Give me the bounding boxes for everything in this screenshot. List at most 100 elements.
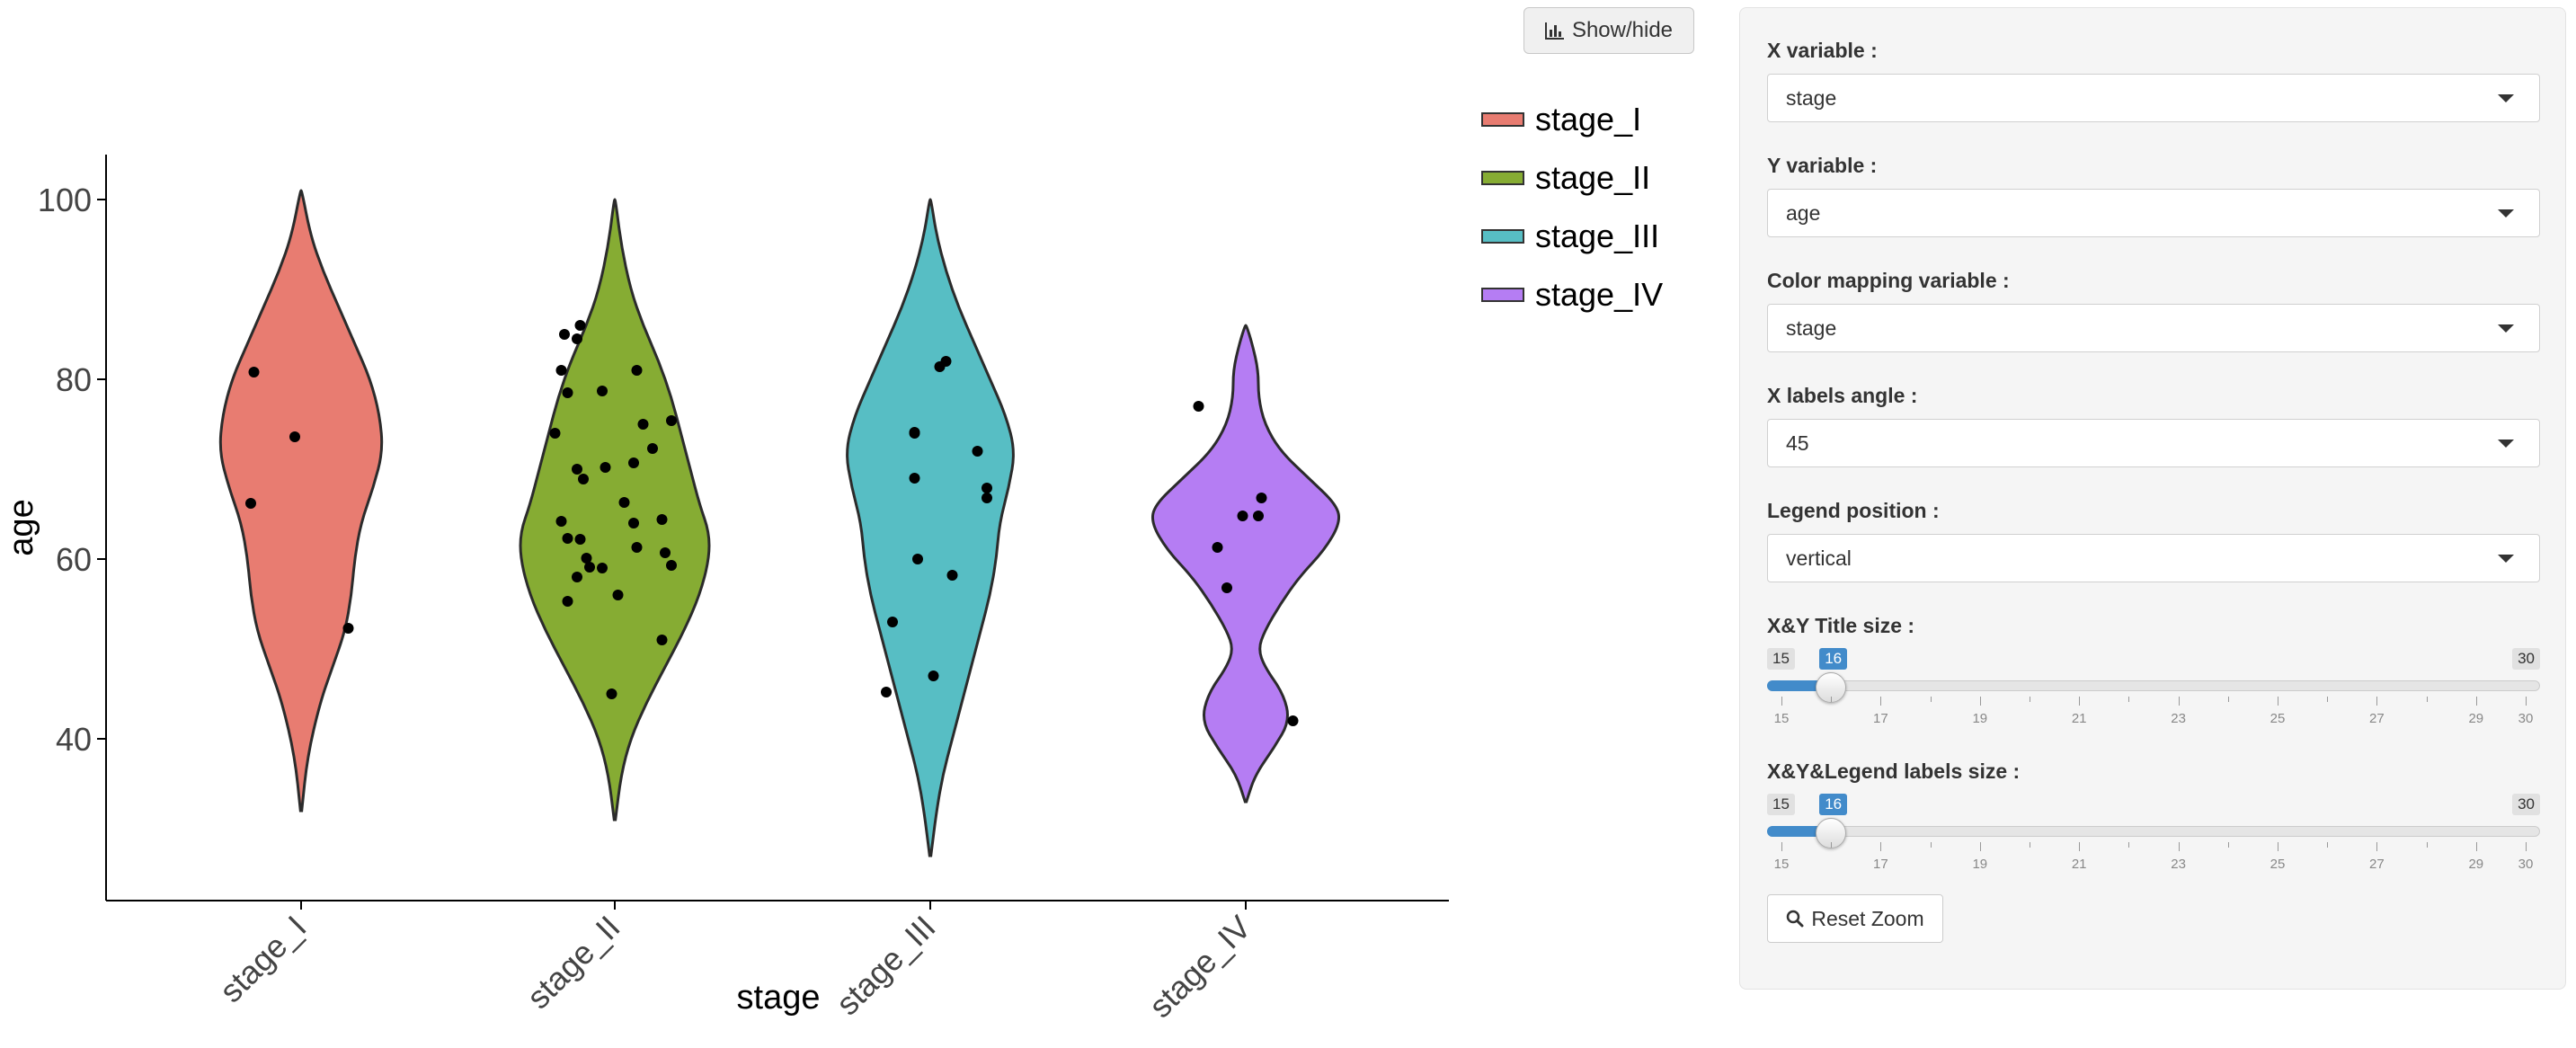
slider-tick [1979,842,1981,851]
violins-layer [218,189,1341,857]
data-point [572,333,582,344]
y-variable-label: Y variable : [1767,154,1878,177]
title-size-slider[interactable]: 15 30 16 15 17 19 21 23 25 27 29 30 [1767,648,2540,729]
data-point [881,687,892,697]
caret-down-icon [2498,209,2514,218]
slider-tick [1930,697,1932,702]
data-point [581,553,592,564]
data-point [289,431,300,442]
data-point [1221,582,1232,593]
slider-tick-label: 17 [1873,711,1888,726]
color-mapping-value: stage [1786,315,1837,340]
slider-tick-label: 30 [2518,711,2534,726]
slider-tick-label: 15 [1773,711,1790,726]
data-point [342,623,354,634]
slider-tick-label: 25 [2270,711,2286,726]
slider-tick [2475,842,2477,851]
y-ticks: 40 60 80 100 [38,182,106,758]
data-point [1237,511,1248,521]
title-size-label: X&Y Title size : [1767,614,1915,637]
legend-item-stage-iv: stage_IV [1481,265,1663,324]
data-point [578,474,589,484]
reset-zoom-button[interactable]: Reset Zoom [1767,894,1943,943]
show-hide-label: Show/hide [1571,18,1674,42]
data-point [628,457,639,468]
y-variable-value: age [1786,200,1821,225]
slider-tick [2526,842,2527,851]
legend-position-label: Legend position : [1767,499,1940,522]
slider-track [1767,826,2540,837]
data-point [656,514,668,525]
x-tick-label: stage_II [520,909,627,1017]
x-tick-label: stage_I [212,909,313,1009]
slider-tick [2079,842,2081,851]
slider-tick [2079,697,2081,706]
caret-down-icon [2498,440,2514,448]
legend-position-select[interactable]: vertical [1767,534,2540,582]
data-point [555,365,567,376]
slider-fill [1767,680,1832,691]
data-point [666,415,677,426]
labels-size-control: X&Y&Legend labels size : [1767,759,2540,784]
data-point [928,671,939,681]
slider-tick [2178,697,2180,706]
data-point [562,533,573,544]
slider-tick [2475,697,2477,706]
data-point [1193,401,1204,412]
legend-label: stage_III [1535,217,1660,254]
x-tick-label: stage_III [829,909,943,1023]
legend-item-stage-ii: stage_II [1481,148,1663,207]
slider-tick [2128,842,2130,848]
slider-tick [2376,697,2378,706]
legend-swatch [1481,111,1524,127]
color-mapping-select[interactable]: stage [1767,304,2540,352]
data-point [559,329,570,340]
data-point [572,464,582,475]
violin-stage-iv [1150,324,1341,804]
slider-tick-label: 30 [2518,857,2534,872]
labels-size-label: X&Y&Legend labels size : [1767,759,2021,783]
legend-label: stage_I [1535,100,1642,138]
slider-handle[interactable] [1816,672,1847,703]
slider-tick [1781,697,1782,706]
show-hide-button[interactable]: Show/hide [1523,7,1694,54]
data-point [584,562,595,573]
data-point [1253,511,1264,521]
data-point [1212,542,1223,553]
reset-zoom-label: Reset Zoom [1811,906,1924,930]
caret-down-icon [2498,324,2514,333]
control-panel: X variable : stage Y variable : age Colo… [1739,7,2566,990]
x-labels-angle-select[interactable]: 45 [1767,419,2540,467]
slider-tick [1979,697,1981,706]
slider-tick [1831,697,1833,702]
slider-tick [2227,842,2229,848]
data-point [555,516,567,527]
slider-tick-label: 29 [2468,857,2484,872]
slider-tick-label: 21 [2071,857,2087,872]
legend-swatch [1481,228,1524,244]
violin-stage-ii [519,198,711,822]
slider-tick [2426,697,2428,702]
data-point [574,534,586,545]
data-point [618,497,630,508]
slider-tick-label: 27 [2369,857,2385,872]
data-point [574,320,586,331]
legend-swatch [1481,170,1524,185]
slider-max-label: 30 [2512,648,2540,670]
slider-current-label: 16 [1819,648,1848,670]
data-point [600,462,611,473]
slider-tick [1880,697,1882,706]
slider-current-label: 16 [1819,794,1848,815]
data-point [549,428,561,439]
points-layer [245,320,1299,726]
slider-tick-label: 27 [2369,711,2385,726]
x-variable-control: X variable : stage [1767,39,2540,122]
x-labels-angle-label: X labels angle : [1767,384,1918,407]
labels-size-slider[interactable]: 15 30 16 15 17 19 21 23 25 27 29 30 [1767,794,2540,875]
y-tick-label: 100 [38,182,92,218]
x-variable-select[interactable]: stage [1767,74,2540,122]
data-point [628,518,639,528]
y-variable-select[interactable]: age [1767,189,2540,237]
legend-label: stage_II [1535,158,1651,196]
color-mapping-label: Color mapping variable : [1767,269,2010,292]
